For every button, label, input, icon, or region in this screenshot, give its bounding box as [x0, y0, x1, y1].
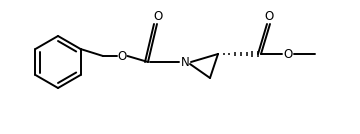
- Text: O: O: [264, 10, 274, 23]
- Text: O: O: [117, 49, 127, 62]
- Text: O: O: [153, 10, 163, 23]
- Text: O: O: [283, 47, 293, 60]
- Text: N: N: [181, 55, 189, 68]
